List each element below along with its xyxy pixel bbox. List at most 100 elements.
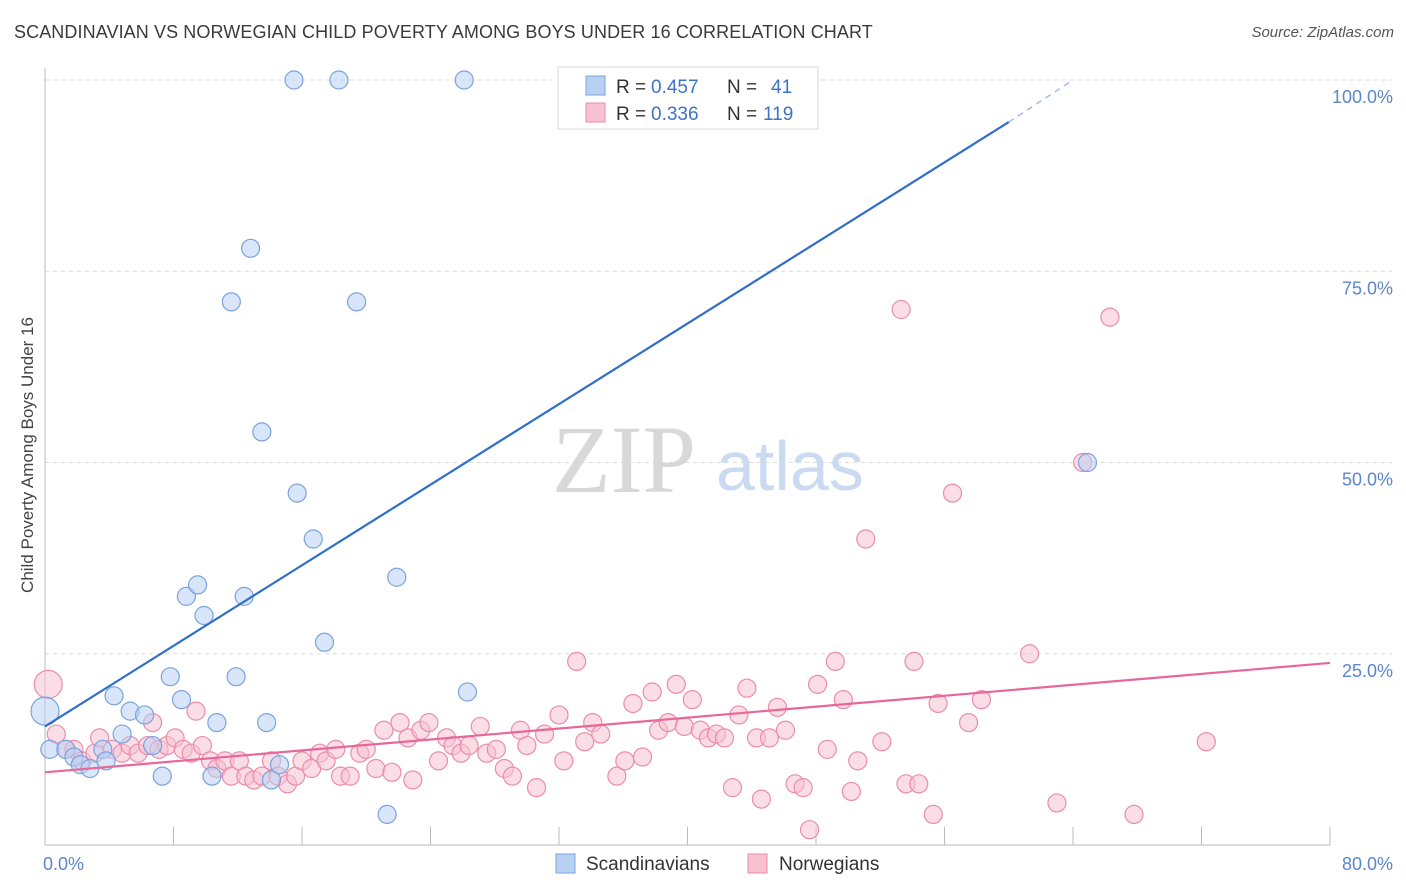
regression-line-scandinavians — [44, 121, 1010, 728]
legend-r-value-2: 0.336 — [651, 104, 699, 125]
point-scandinavians-19 — [202, 766, 222, 786]
point-norwegians-115 — [1124, 804, 1144, 825]
y-tick-labels: 25.0% 50.0% 75.0% 100.0% — [1332, 87, 1393, 681]
watermark-atlas: atlas — [716, 427, 864, 505]
point-norwegians-95 — [817, 739, 837, 759]
point-norwegians-42 — [374, 720, 394, 740]
point-norwegians-56 — [486, 739, 506, 759]
point-norwegians-105 — [909, 774, 929, 794]
point-norwegians-104 — [904, 651, 924, 672]
bottom-legend: Scandinavians Norwegians — [555, 853, 879, 875]
point-norwegians-58 — [502, 766, 523, 786]
point-norwegians-72 — [632, 747, 653, 767]
point-scandinavians-37 — [454, 70, 474, 90]
point-scandinavians-17 — [187, 575, 208, 595]
point-norwegians-62 — [534, 724, 555, 744]
point-norwegians-106 — [923, 804, 943, 825]
legend-r-value-1: 0.457 — [651, 77, 699, 98]
point-scandinavians-0 — [30, 696, 60, 726]
point-norwegians-100 — [856, 529, 876, 549]
point-norwegians-102 — [891, 299, 911, 320]
point-norwegians-36 — [326, 739, 346, 759]
point-norwegians-93 — [799, 820, 820, 840]
point-norwegians-84 — [729, 705, 749, 725]
series-scandinavians-points — [30, 70, 1098, 825]
point-norwegians-112 — [1047, 793, 1067, 813]
y-tick-label-50: 50.0% — [1342, 470, 1393, 490]
point-norwegians-49 — [428, 751, 449, 771]
point-scandinavians-12 — [143, 735, 163, 756]
y-tick-label-75: 75.0% — [1342, 278, 1393, 298]
x-tick-label-80: 80.0% — [1342, 854, 1393, 874]
point-norwegians-116 — [1196, 732, 1216, 752]
legend-r-label-2: R = — [616, 104, 646, 125]
point-norwegians-68 — [591, 724, 611, 744]
regression-line-norwegians — [44, 661, 1331, 774]
point-norwegians-64 — [554, 751, 574, 771]
point-norwegians-44 — [390, 712, 410, 733]
point-norwegians-92 — [793, 778, 813, 798]
point-scandinavians-11 — [134, 705, 155, 725]
point-scandinavians-16 — [176, 586, 196, 606]
bottom-legend-swatch-norwegians — [747, 853, 768, 874]
point-norwegians-19 — [192, 735, 213, 756]
point-norwegians-41 — [366, 758, 386, 779]
point-scandinavians-33 — [329, 70, 349, 90]
point-scandinavians-39 — [1077, 452, 1098, 473]
point-norwegians-71 — [623, 693, 643, 714]
legend-n-value-2: 119 — [763, 104, 793, 125]
legend-r-label-1: R = — [616, 77, 646, 98]
point-scandinavians-38 — [457, 682, 478, 702]
point-scandinavians-21 — [221, 292, 241, 312]
point-scandinavians-13 — [152, 766, 172, 786]
point-scandinavians-1 — [40, 739, 60, 759]
point-norwegians-65 — [567, 651, 587, 672]
legend-n-value-1: 41 — [771, 77, 792, 98]
point-scandinavians-28 — [269, 755, 290, 775]
point-norwegians-110 — [971, 690, 992, 710]
regression-lines — [44, 79, 1331, 774]
y-tick-label-100: 100.0% — [1332, 87, 1393, 107]
point-norwegians-90 — [775, 720, 796, 740]
point-norwegians-76 — [666, 674, 686, 694]
y-axis-label: Child Poverty Among Boys Under 16 — [18, 317, 37, 593]
point-norwegians-101 — [872, 732, 892, 752]
point-scandinavians-15 — [171, 690, 192, 710]
x-tick-labels: 0.0% 80.0% — [43, 854, 1393, 874]
point-scandinavians-24 — [241, 238, 261, 258]
y-tick-label-25: 25.0% — [1342, 661, 1393, 681]
point-norwegians-60 — [517, 735, 537, 756]
point-norwegians-87 — [751, 789, 771, 809]
point-scandinavians-35 — [377, 804, 397, 825]
watermark-zip: ZIP — [552, 406, 696, 513]
legend-swatch-norwegians — [585, 102, 606, 123]
point-scandinavians-26 — [257, 712, 277, 733]
point-norwegians-63 — [549, 705, 569, 725]
point-scandinavians-14 — [160, 667, 180, 687]
point-norwegians-40 — [356, 739, 376, 759]
top-legend: R = 0.457 N = 41 R = 0.336 N = 119 — [557, 66, 819, 130]
point-norwegians-99 — [848, 751, 868, 771]
point-scandinavians-8 — [104, 686, 124, 706]
point-scandinavians-30 — [287, 483, 307, 503]
point-norwegians-54 — [470, 716, 490, 737]
point-norwegians-89 — [767, 697, 788, 717]
point-norwegians-0 — [33, 669, 63, 699]
point-norwegians-114 — [1100, 307, 1120, 327]
bottom-legend-label-norwegians: Norwegians — [779, 854, 879, 875]
point-scandinavians-20 — [207, 712, 227, 733]
point-norwegians-109 — [958, 712, 979, 733]
source-credit: Source: ZipAtlas.com — [1251, 24, 1394, 41]
point-norwegians-82 — [714, 728, 735, 748]
grid-lines — [45, 79, 1392, 655]
chart-title: SCANDINAVIAN VS NORWEGIAN CHILD POVERTY … — [14, 22, 873, 42]
point-norwegians-98 — [841, 781, 861, 802]
legend-n-label-1: N = — [727, 77, 757, 98]
point-norwegians-111 — [1020, 644, 1040, 664]
point-norwegians-66 — [575, 732, 595, 752]
point-norwegians-88 — [759, 728, 780, 748]
point-norwegians-18 — [186, 701, 206, 721]
point-norwegians-85 — [737, 678, 757, 698]
point-norwegians-77 — [674, 716, 694, 737]
